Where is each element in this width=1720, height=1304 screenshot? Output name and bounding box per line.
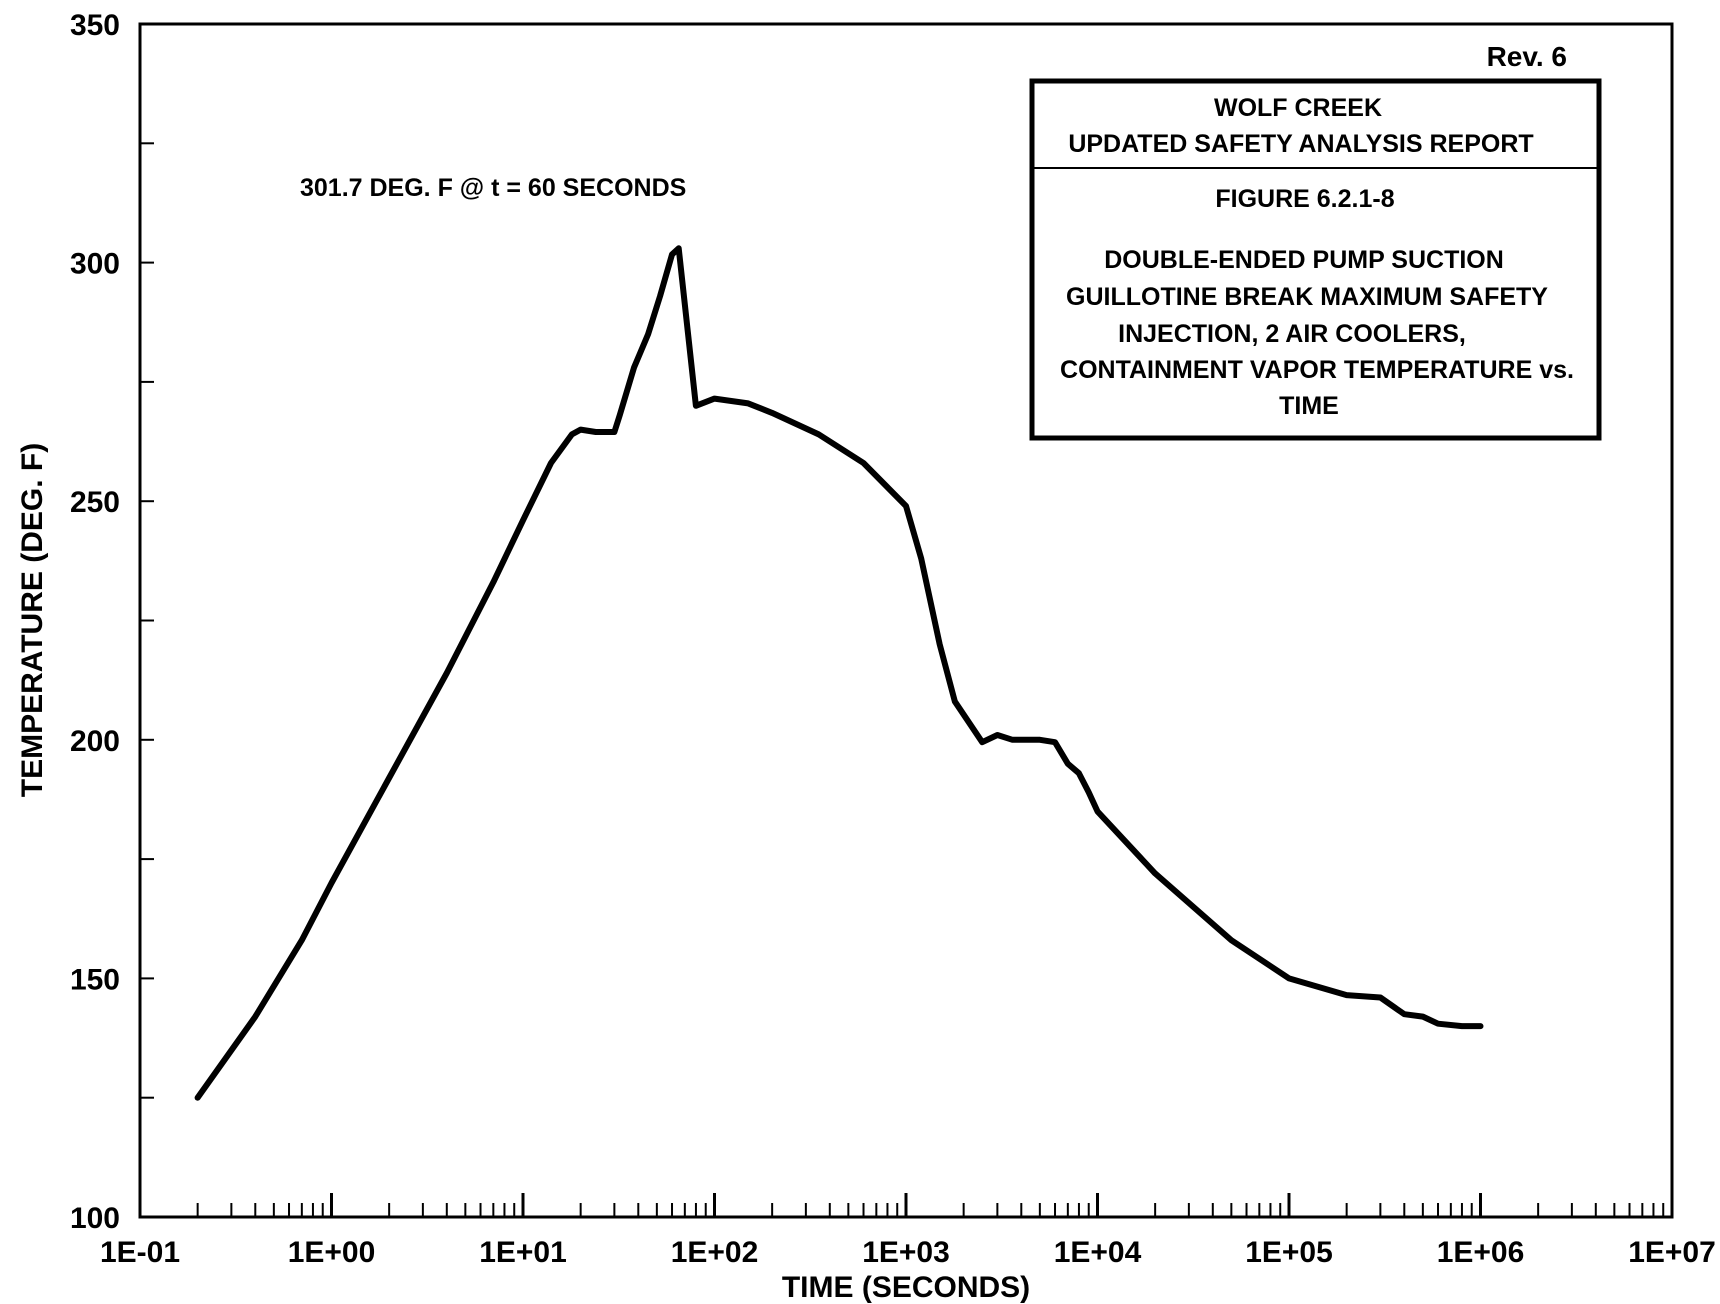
title-block-caption-line: TIME bbox=[1279, 392, 1339, 420]
peak-annotation: 301.7 DEG. F @ t = 60 SECONDS bbox=[300, 174, 686, 202]
title-block-report: UPDATED SAFETY ANALYSIS REPORT bbox=[1068, 130, 1533, 158]
x-tick-label: 1E+00 bbox=[288, 1236, 376, 1269]
y-axis-tick-labels: 100 150 200 250 300 350 bbox=[70, 9, 120, 1235]
x-tick-label: 1E+03 bbox=[862, 1236, 950, 1269]
title-block-figure: FIGURE 6.2.1-8 bbox=[1215, 185, 1394, 213]
y-tick-label: 300 bbox=[70, 248, 120, 281]
title-block-caption-line: INJECTION, 2 AIR COOLERS, bbox=[1118, 320, 1466, 348]
x-tick-label: 1E+04 bbox=[1054, 1236, 1142, 1269]
series-line bbox=[194, 245, 1484, 1101]
y-tick-label: 250 bbox=[70, 486, 120, 519]
y-tick-label: 350 bbox=[70, 9, 120, 42]
title-block: WOLF CREEK UPDATED SAFETY ANALYSIS REPOR… bbox=[1029, 78, 1602, 441]
y-axis-ticks bbox=[140, 23, 154, 1218]
title-block-caption-line: DOUBLE-ENDED PUMP SUCTION bbox=[1104, 246, 1504, 274]
x-tick-label: 1E-01 bbox=[100, 1236, 180, 1269]
x-tick-label: 1E+06 bbox=[1437, 1236, 1525, 1269]
x-axis-title: TIME (SECONDS) bbox=[782, 1271, 1030, 1304]
x-tick-label: 1E+07 bbox=[1628, 1236, 1716, 1269]
x-tick-label: 1E+05 bbox=[1245, 1236, 1333, 1269]
x-tick-label: 1E+01 bbox=[479, 1236, 567, 1269]
y-axis-title: TEMPERATURE (DEG. F) bbox=[16, 443, 49, 797]
y-tick-label: 150 bbox=[70, 963, 120, 996]
title-block-org: WOLF CREEK bbox=[1214, 94, 1382, 122]
title-block-caption-line: GUILLOTINE BREAK MAXIMUM SAFETY bbox=[1066, 283, 1548, 311]
title-block-caption-line: CONTAINMENT VAPOR TEMPERATURE vs. bbox=[1060, 356, 1574, 384]
title-block-frame bbox=[1029, 78, 1602, 441]
x-tick-label: 1E+02 bbox=[671, 1236, 759, 1269]
x-axis-tick-labels: 1E-01 1E+00 1E+01 1E+02 1E+03 1E+04 1E+05 1E+06… bbox=[100, 1236, 1716, 1269]
x-axis-ticks bbox=[196, 1193, 1674, 1217]
y-tick-label: 100 bbox=[70, 1202, 120, 1235]
y-tick-label: 200 bbox=[70, 725, 120, 758]
revision-label: Rev. 6 bbox=[1487, 41, 1567, 72]
